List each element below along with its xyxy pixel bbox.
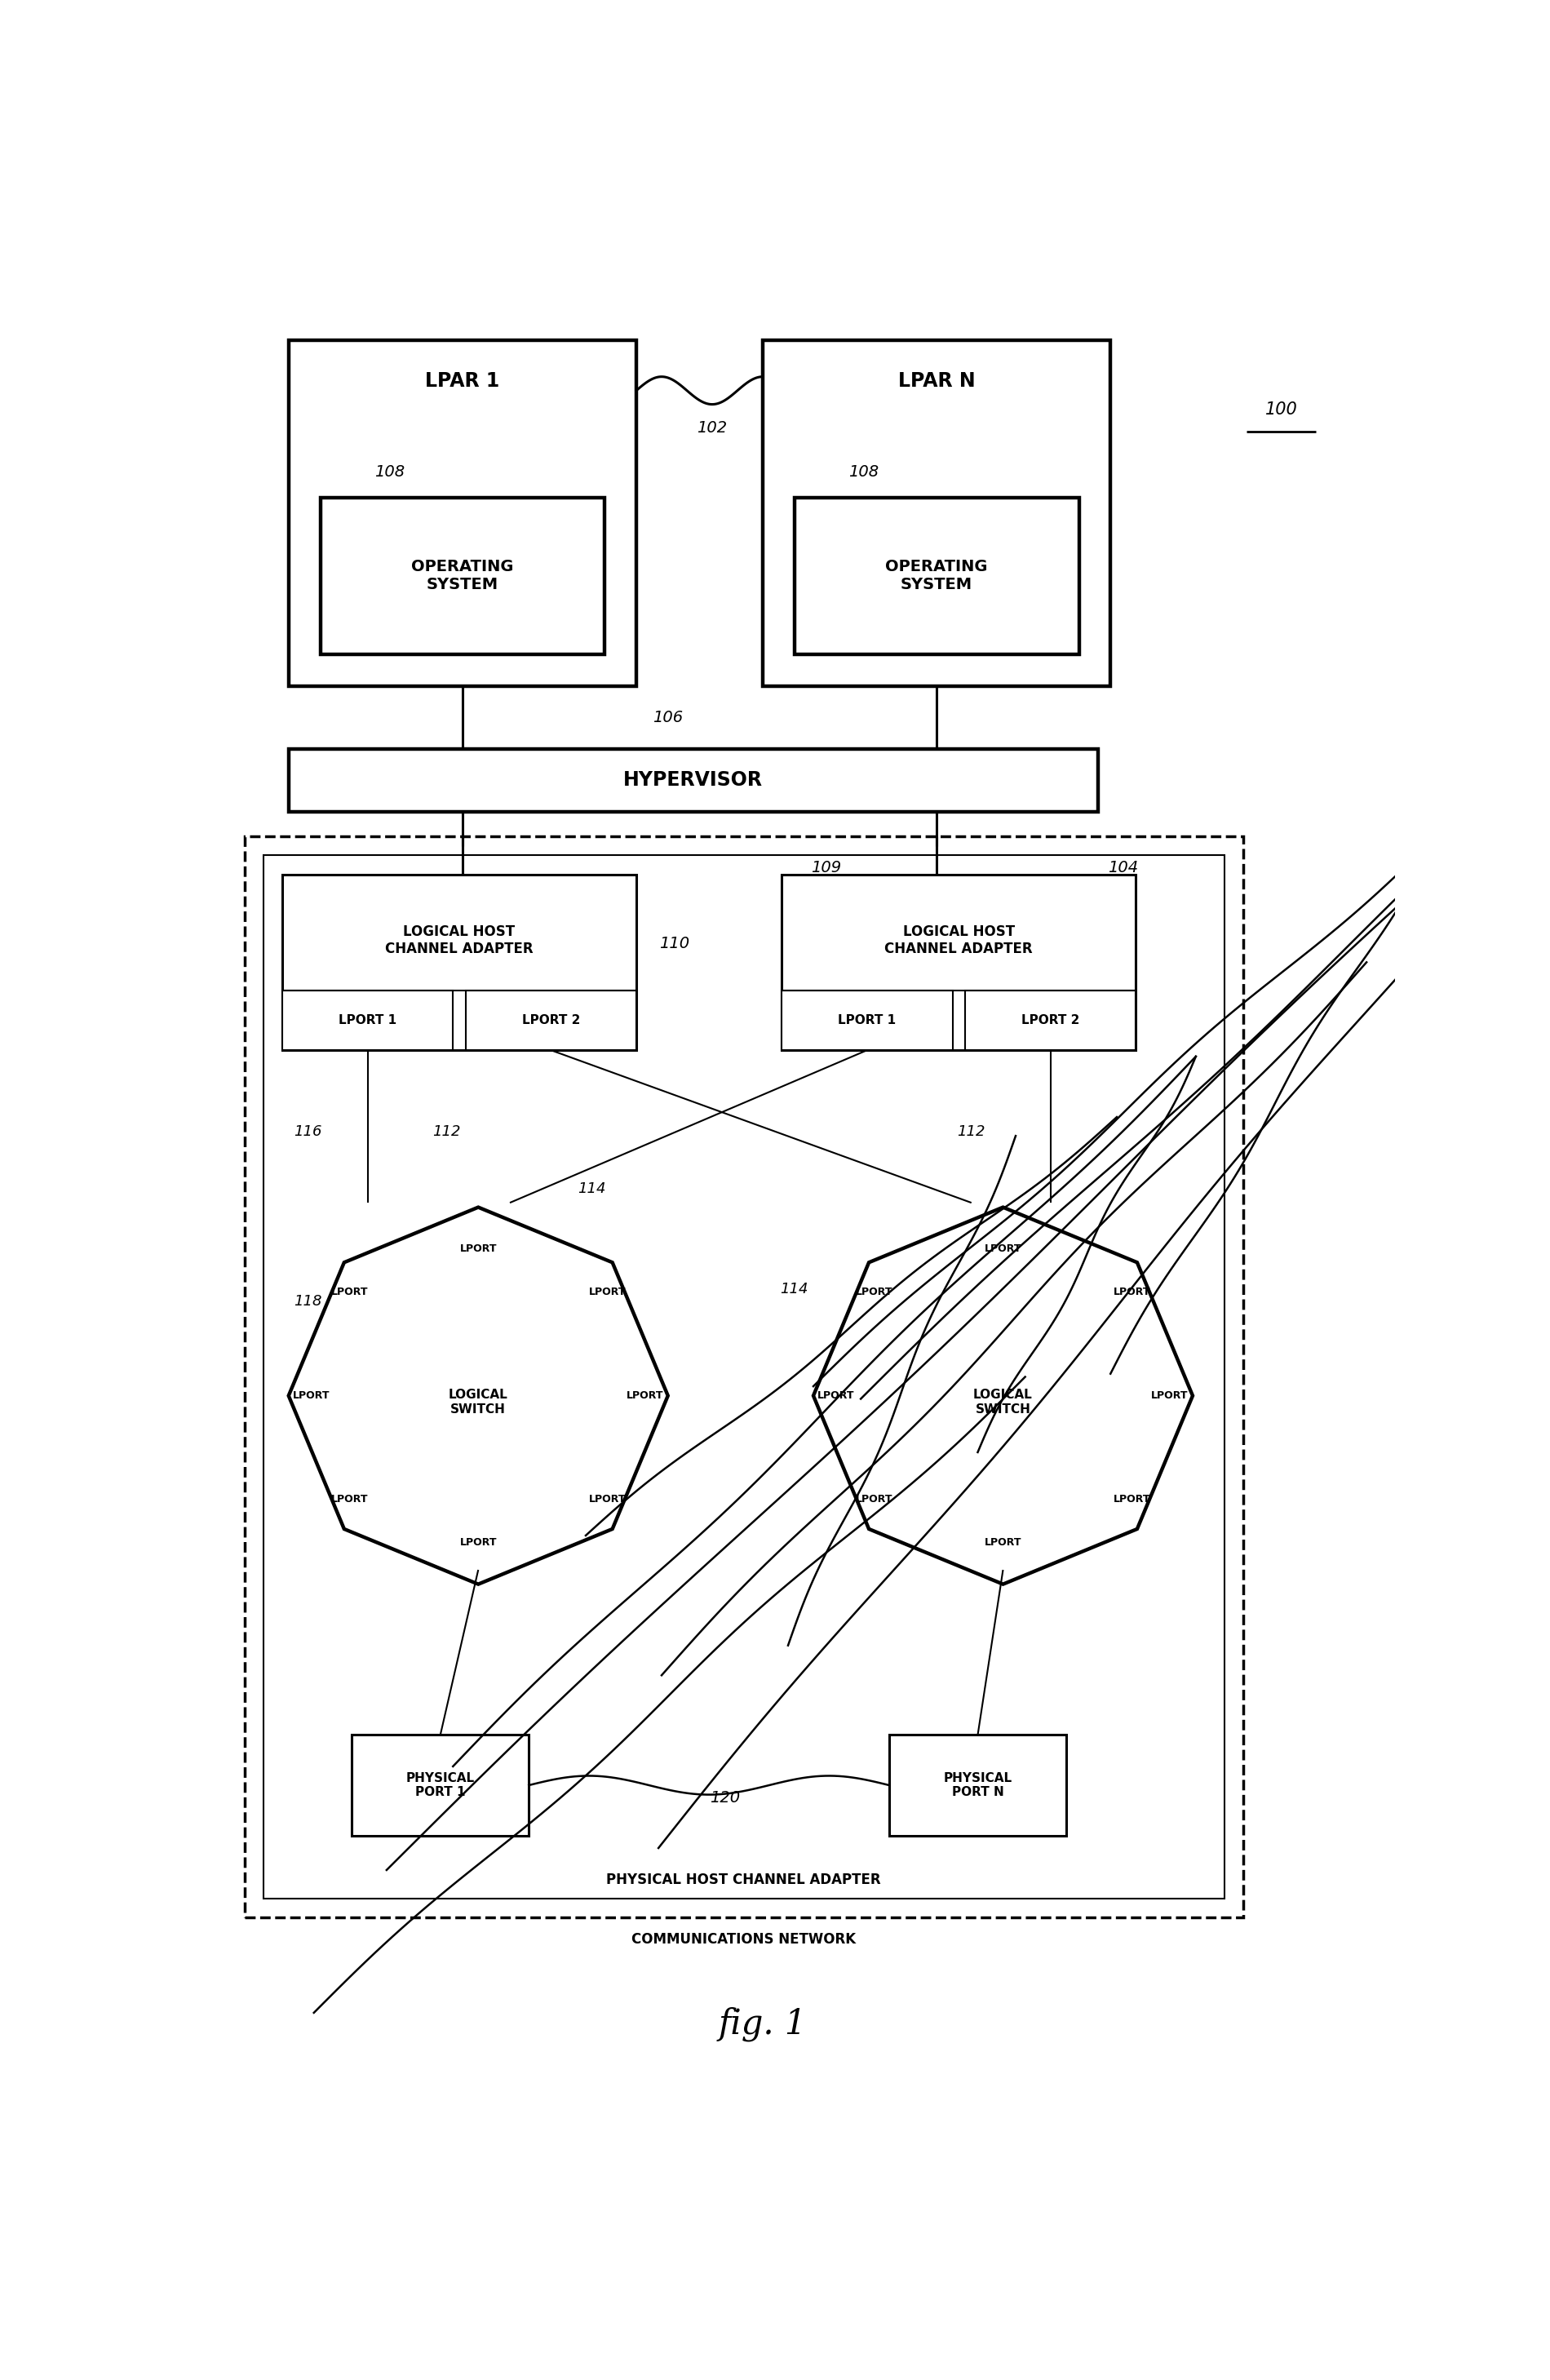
Text: COMMUNICATIONS NETWORK: COMMUNICATIONS NETWORK: [631, 1933, 856, 1947]
Text: LOGICAL
SWITCH: LOGICAL SWITCH: [448, 1390, 508, 1416]
Text: LPORT: LPORT: [589, 1288, 626, 1297]
Text: HYPERVISOR: HYPERVISOR: [623, 771, 763, 790]
Text: LPORT: LPORT: [460, 1537, 498, 1547]
Text: 120: 120: [710, 1790, 739, 1806]
Bar: [763, 340, 1110, 685]
Text: LPORT: LPORT: [1113, 1288, 1150, 1297]
Text: OPERATING
SYSTEM: OPERATING SYSTEM: [411, 559, 513, 593]
Bar: [288, 340, 637, 685]
Bar: [794, 497, 1079, 654]
Bar: [282, 990, 453, 1050]
Text: 112: 112: [958, 1123, 986, 1140]
Text: LPORT: LPORT: [589, 1495, 626, 1504]
Text: LPORT: LPORT: [856, 1288, 893, 1297]
Text: LPORT: LPORT: [626, 1390, 663, 1402]
Text: 104: 104: [1108, 859, 1138, 876]
Text: LOGICAL
SWITCH: LOGICAL SWITCH: [973, 1390, 1032, 1416]
Bar: [321, 497, 604, 654]
Bar: [282, 873, 637, 1050]
Bar: [781, 990, 952, 1050]
Text: 100: 100: [1265, 402, 1297, 416]
Text: LPORT 1: LPORT 1: [839, 1014, 896, 1026]
Bar: [890, 1735, 1066, 1835]
Bar: [465, 990, 637, 1050]
Text: 112: 112: [432, 1123, 460, 1140]
Text: LPORT: LPORT: [460, 1242, 498, 1254]
Text: LPORT: LPORT: [330, 1495, 367, 1504]
Text: PHYSICAL HOST CHANNEL ADAPTER: PHYSICAL HOST CHANNEL ADAPTER: [606, 1873, 880, 1887]
Text: 109: 109: [811, 859, 842, 876]
Text: PHYSICAL
PORT N: PHYSICAL PORT N: [944, 1773, 1012, 1799]
Text: 102: 102: [698, 421, 727, 436]
Text: LPORT 2: LPORT 2: [522, 1014, 580, 1026]
Text: LPAR N: LPAR N: [897, 371, 975, 390]
Text: 114: 114: [578, 1180, 606, 1195]
Text: LPAR 1: LPAR 1: [425, 371, 499, 390]
Bar: [966, 990, 1136, 1050]
Text: PHYSICAL
PORT 1: PHYSICAL PORT 1: [406, 1773, 474, 1799]
Text: LPORT 2: LPORT 2: [1021, 1014, 1079, 1026]
Text: OPERATING
SYSTEM: OPERATING SYSTEM: [885, 559, 987, 593]
Text: LPORT: LPORT: [984, 1537, 1021, 1547]
Polygon shape: [814, 1207, 1192, 1585]
Text: LPORT 1: LPORT 1: [338, 1014, 397, 1026]
Text: 114: 114: [780, 1280, 809, 1297]
Text: LPORT: LPORT: [856, 1495, 893, 1504]
Text: 116: 116: [293, 1123, 322, 1140]
Bar: [245, 838, 1243, 1918]
Bar: [352, 1735, 529, 1835]
Text: 106: 106: [653, 709, 684, 726]
Bar: [288, 750, 1097, 812]
Bar: [264, 854, 1224, 1899]
Text: 108: 108: [375, 464, 405, 481]
Text: LPORT: LPORT: [817, 1390, 854, 1402]
Text: LPORT: LPORT: [1113, 1495, 1150, 1504]
Text: LPORT: LPORT: [984, 1242, 1021, 1254]
Text: LPORT: LPORT: [1152, 1390, 1189, 1402]
Text: LOGICAL HOST
CHANNEL ADAPTER: LOGICAL HOST CHANNEL ADAPTER: [885, 923, 1032, 957]
Text: LOGICAL HOST
CHANNEL ADAPTER: LOGICAL HOST CHANNEL ADAPTER: [386, 923, 533, 957]
Bar: [781, 873, 1136, 1050]
Text: LPORT: LPORT: [293, 1390, 330, 1402]
Text: LPORT: LPORT: [330, 1288, 367, 1297]
Polygon shape: [288, 1207, 668, 1585]
Text: 118: 118: [293, 1295, 322, 1309]
Text: 108: 108: [849, 464, 879, 481]
Text: 110: 110: [659, 935, 690, 952]
Text: fig. 1: fig. 1: [719, 2006, 808, 2042]
